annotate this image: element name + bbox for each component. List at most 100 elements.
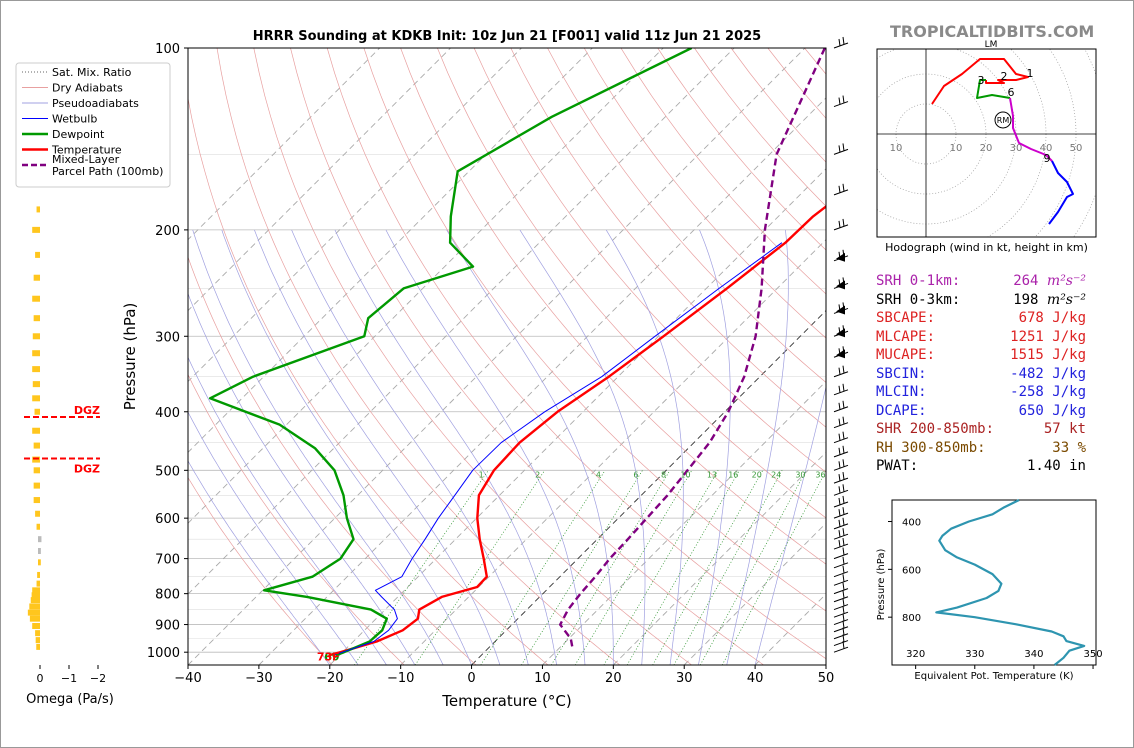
stat-label: MUCAPE:	[876, 347, 936, 363]
stat-row: RH 300-850mb: 33 %	[876, 439, 1086, 458]
stat-value: 1.40 in	[1026, 458, 1086, 474]
barb-pennant	[836, 305, 845, 315]
dry-adiabat	[188, 373, 405, 665]
hodo-height-label: 2	[1001, 70, 1008, 83]
omega-bar	[34, 408, 40, 415]
stat-value: 678 J/kg	[1018, 310, 1086, 326]
mixing-ratio-line	[550, 470, 671, 665]
omega-bar	[32, 350, 40, 357]
wind-barb	[833, 528, 849, 540]
wind-barb	[833, 582, 849, 595]
dry-adiabat	[290, 48, 764, 665]
legend-label-line: Dry Adiabats	[52, 82, 123, 95]
mixing-ratio-label: 24	[771, 471, 781, 480]
theta-e-y-tick-label: 400	[902, 518, 921, 529]
mixing-ratio-line	[574, 470, 693, 665]
mixing-ratio-label: 6	[633, 471, 638, 480]
barb-staff	[833, 533, 849, 540]
barb-staff	[833, 489, 849, 496]
barb-flag	[842, 95, 845, 104]
dry-adiabat	[400, 48, 826, 565]
barb-flag	[842, 574, 845, 582]
stat-row: SBCIN: -482 J/kg	[876, 365, 1086, 384]
wind-barb	[833, 183, 849, 196]
barb-staff	[833, 477, 849, 484]
y-tick-label: 100	[155, 42, 180, 57]
barb-staff	[833, 571, 849, 578]
omega-bar	[30, 597, 40, 604]
stat-value: 1515 J/kg	[1010, 347, 1086, 363]
hodo-series	[1009, 97, 1053, 162]
hodo-height-label: 1	[1027, 67, 1034, 80]
pseudoadiabat	[446, 229, 614, 665]
legend-label-line: Wetbulb	[52, 113, 97, 126]
barb-flag	[838, 509, 841, 517]
barb-flag	[838, 474, 841, 482]
barb-flag	[838, 418, 841, 426]
barb-flag	[838, 38, 841, 47]
dry-adiabat	[437, 48, 826, 519]
barb-flag	[842, 143, 845, 151]
wind-barb	[833, 613, 849, 626]
stat-value: 650 J/kg	[1018, 402, 1086, 419]
barb-staff	[833, 604, 849, 611]
barb-flag	[838, 497, 841, 506]
barb-flag	[838, 433, 841, 441]
watermark: TROPICALTIDBITS.COM	[890, 22, 1095, 41]
omega-x-tick-label: −1	[61, 672, 77, 685]
y-axis-label: Pressure (hPa)	[121, 303, 139, 411]
isotherm	[188, 48, 735, 595]
dry-adiabat	[216, 48, 621, 665]
legend-label-line: Mixed-Layer	[52, 153, 120, 166]
legend: Sat. Mix. Ratio Dry Adiabats Pseudoadiabat…	[15, 62, 171, 188]
omega-bar	[32, 381, 40, 388]
barb-flag	[842, 365, 845, 374]
barb-staff	[833, 224, 849, 231]
barb-flag	[842, 218, 845, 227]
pseudoadiabat	[698, 229, 731, 665]
stat-label: SRH 0-1km:	[876, 273, 961, 289]
stat-label: MLCIN:	[876, 384, 927, 400]
omega-bar	[36, 523, 40, 530]
hodograph-panel: 10 10 20 30 40 50 1 2 3 6 9 LM RM Hodograph (wind in …	[876, 40, 1097, 254]
omega-bar	[33, 274, 40, 281]
omega-bar	[32, 226, 40, 233]
stat-value: 1251 J/kg	[1010, 328, 1086, 345]
theta-e-x-tick-label: 330	[965, 649, 984, 660]
wind-barb	[833, 484, 849, 496]
series-mixed-layer	[559, 48, 826, 650]
omega-bar	[32, 366, 40, 373]
omega-bar	[36, 206, 40, 213]
mixing-ratio-line	[603, 470, 719, 665]
theta-e-x-tick-label: 320	[906, 649, 925, 660]
legend-label: Wetbulb	[52, 113, 97, 126]
barb-staff	[833, 437, 849, 444]
wind-barb	[833, 218, 849, 231]
legend-label: Dry Adiabats	[52, 82, 123, 95]
legend-label-line: Sat. Mix. Ratio	[52, 66, 132, 79]
isotherm	[683, 522, 826, 665]
y-tick-label: 500	[155, 464, 180, 479]
barb-staff	[833, 512, 849, 519]
pseudoadiabat	[192, 229, 444, 665]
pseudoadiabat	[291, 229, 529, 665]
stat-row: MLCAPE: 1251 J/kg	[876, 328, 1086, 347]
wind-barb	[833, 459, 849, 471]
barb-pennant	[836, 328, 845, 338]
barb-flag	[842, 590, 845, 599]
wind-barb	[833, 249, 849, 262]
mixing-ratio-label: 36	[815, 471, 825, 480]
omega-bar	[38, 559, 41, 566]
omega-bar	[37, 571, 40, 578]
barb-staff	[833, 406, 849, 413]
x-tick-label: 20	[605, 671, 622, 686]
omega-bar	[36, 580, 40, 587]
wind-barb	[833, 346, 849, 359]
dry-adiabat	[510, 48, 826, 428]
wind-barb	[833, 537, 849, 550]
barb-flag	[838, 486, 841, 494]
mixing-ratio-line	[673, 470, 783, 665]
omega-bar	[29, 603, 40, 610]
surface-temperature-label: 73F	[317, 650, 340, 663]
hodo-ring-label: 30	[1010, 143, 1023, 154]
